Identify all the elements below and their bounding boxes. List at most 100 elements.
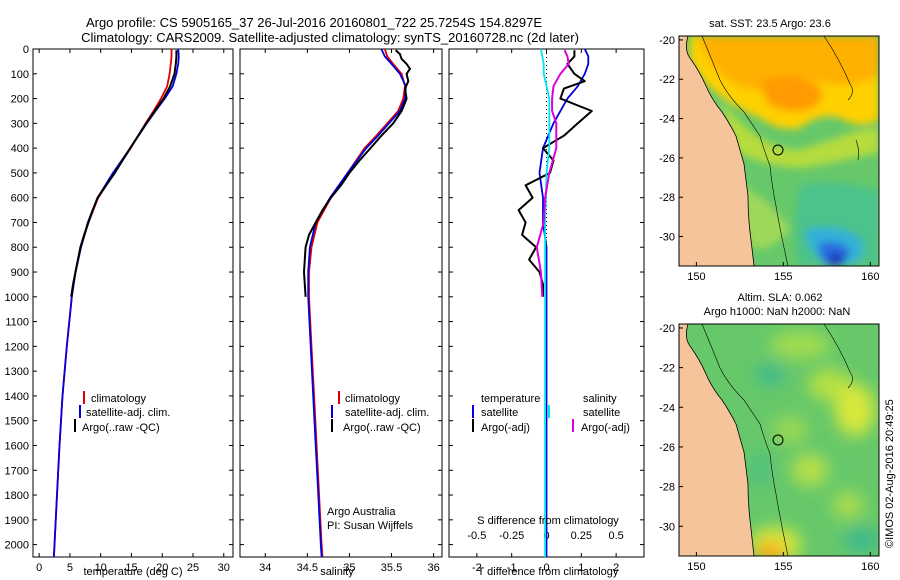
y-tick-label: 0 [23, 44, 29, 56]
x-tick-label: 15 [125, 562, 137, 574]
temperature-legend: climatology satellite-adj. clim. Argo(..… [74, 391, 170, 434]
y-tick-label: 300 [11, 118, 29, 130]
x-tick-label: 10 [95, 562, 107, 574]
imos-watermark: ©IMOS 02-Aug-2016 20:49:25 [884, 399, 896, 548]
legend-swatch-satellite [79, 405, 81, 418]
legend-title-salinity: salinity [583, 393, 617, 405]
difference-series-group [517, 49, 593, 557]
legend-label: climatology [345, 393, 401, 405]
map-y-tick-label: -30 [659, 232, 675, 244]
figure-title-line1: Argo profile: CS 5905165_37 26-Jul-2016 … [86, 15, 542, 30]
x-tick-label: 30 [218, 562, 230, 574]
y-tick-label: 1000 [5, 292, 29, 304]
legend-label: Argo(-adj) [581, 422, 630, 434]
x-tick-label: 36 [427, 562, 439, 574]
x-tick-label: 5 [67, 562, 73, 574]
legend-label: satellite [583, 407, 620, 419]
salinity-legend: climatology satellite-adj. clim. Argo(..… [327, 391, 429, 532]
series-line-argo [303, 49, 411, 297]
y-tick-label: 2000 [5, 540, 29, 552]
x-tick-label: 35.5 [381, 562, 402, 574]
pi-label: PI: Susan Wijffels [327, 520, 413, 532]
x-tick-label: 25 [187, 562, 199, 574]
salinity-series-group [303, 49, 411, 557]
y-tick-label: 1100 [5, 317, 29, 329]
y-tick-label: 1700 [5, 465, 29, 477]
legend-label: satellite-adj. clim. [86, 407, 170, 419]
y-tick-label: 1900 [5, 515, 29, 527]
legend-title-temperature: temperature [481, 393, 540, 405]
legend-swatch-argo [331, 419, 333, 432]
map-x-tick-label: 155 [774, 271, 792, 283]
legend-swatch-s-argo [572, 419, 574, 432]
y-tick-label: 900 [11, 267, 29, 279]
difference-legend: temperature salinity satellite Argo(-adj… [472, 393, 630, 527]
map-x-tick-label: 150 [687, 561, 705, 573]
x-tick-label: 0 [543, 562, 549, 574]
map-y-tick-label: -24 [659, 114, 675, 126]
y-tick-label: 1600 [5, 440, 29, 452]
legend-label: Argo(..raw -QC) [343, 422, 421, 434]
legend-label: satellite-adj. clim. [345, 407, 429, 419]
y-tick-label: 800 [11, 242, 29, 254]
map-y-tick-label: -26 [659, 442, 675, 454]
legend-swatch-t-satellite [472, 405, 474, 418]
y-tick-label: 500 [11, 168, 29, 180]
s-difference-axis-title: S difference from climatology [477, 515, 619, 527]
difference-xlabel: T difference from climatology [478, 566, 619, 578]
series-line-argo [70, 50, 178, 297]
map-x-tick-label: 155 [774, 561, 792, 573]
x-tick-label: 20 [156, 562, 168, 574]
map-y-tick-label: -28 [659, 482, 675, 494]
argo-position-marker [772, 434, 784, 446]
x-tick-label: 35 [343, 562, 355, 574]
sst-map-frame [678, 35, 880, 267]
y-tick-label: 1300 [5, 366, 29, 378]
argo-australia-label: Argo Australia [327, 506, 396, 518]
map-y-tick-label: -20 [659, 323, 675, 335]
map-x-tick-label: 160 [861, 561, 879, 573]
salinity-xlabel: salinity [320, 566, 354, 578]
legend-swatch-s-satellite [548, 405, 550, 418]
map-y-tick-label: -22 [659, 363, 675, 375]
sla-map-title2: Argo h1000: NaN h2000: NaN [704, 306, 851, 318]
y-tick-label: 1500 [5, 416, 29, 428]
x-tick-label: -2 [472, 562, 482, 574]
x-tick-label: 1 [578, 562, 584, 574]
y-tick-label: 600 [11, 193, 29, 205]
s-tick-label: 0.5 [608, 530, 623, 542]
legend-swatch-satellite [331, 405, 333, 418]
temperature-panel [32, 48, 234, 558]
temperature-xlabel: temperature (deg C) [83, 566, 182, 578]
map-x-tick-label: 150 [687, 271, 705, 283]
map-y-tick-label: -22 [659, 74, 675, 86]
x-tick-label: -1 [507, 562, 517, 574]
x-tick-label: 2 [613, 562, 619, 574]
series-line-satellite-adj-clim- [307, 49, 407, 557]
sla-map-title: Altim. SLA: 0.062 [738, 292, 823, 304]
legend-label: Argo(..raw -QC) [82, 422, 160, 434]
salinity-panel [239, 48, 443, 558]
legend-swatch-t-argo [472, 419, 474, 432]
s-tick-label: -0.25 [499, 530, 524, 542]
legend-label: Argo(-adj) [481, 422, 530, 434]
legend-label: satellite [481, 407, 518, 419]
legend-label: climatology [91, 393, 147, 405]
sst-map-title: sat. SST: 23.5 Argo: 23.6 [709, 18, 831, 30]
y-tick-label: 400 [11, 143, 29, 155]
series-line-s-argo [535, 49, 570, 297]
map-y-tick-label: -30 [659, 521, 675, 533]
legend-swatch-climatology [83, 391, 85, 404]
map-y-tick-label: -28 [659, 192, 675, 204]
y-tick-label: 1400 [5, 391, 29, 403]
argo-position-marker [772, 144, 784, 156]
y-tick-label: 100 [11, 69, 29, 81]
sst-map [679, 36, 879, 266]
map-y-tick-label: -20 [659, 35, 675, 47]
y-tick-label: 1800 [5, 490, 29, 502]
series-line-s-satellite [540, 49, 551, 557]
y-tick-label: 700 [11, 217, 29, 229]
y-tick-label: 1200 [5, 341, 29, 353]
sla-map-frame [678, 323, 880, 557]
